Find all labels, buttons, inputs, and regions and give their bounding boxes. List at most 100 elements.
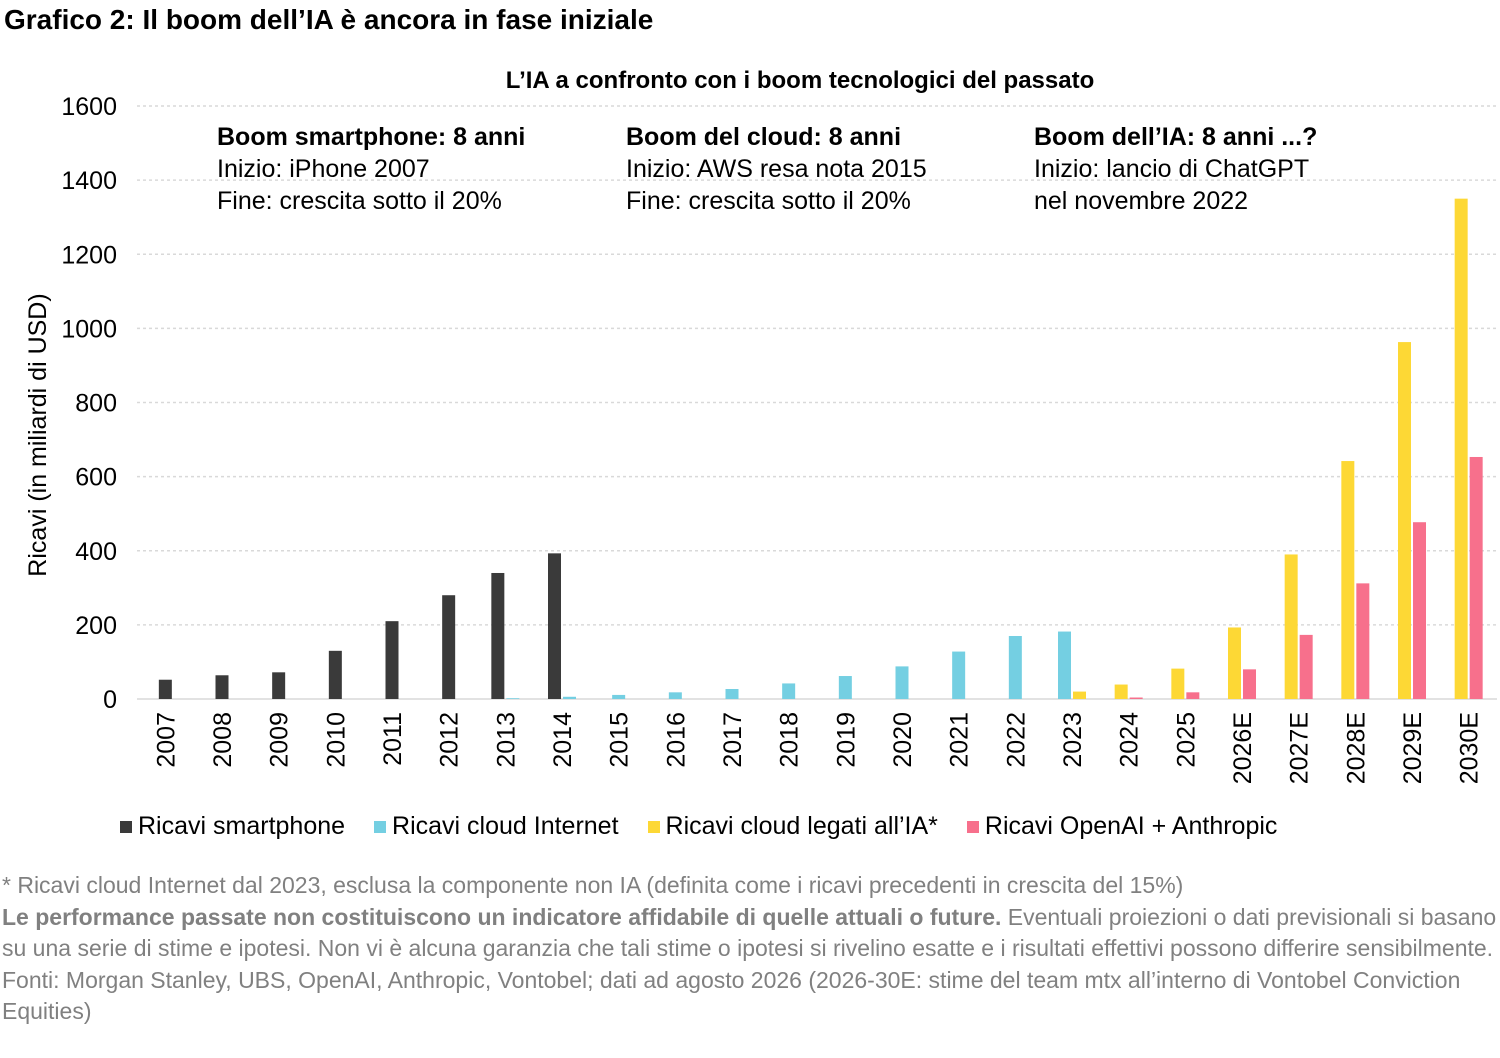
disclaimer-bold: Le performance passate non costituiscono… <box>2 903 1002 930</box>
bar <box>506 698 520 699</box>
x-tick-label: 2030E <box>1456 712 1484 784</box>
x-tick-label: 2027E <box>1286 712 1314 784</box>
y-tick-label: 0 <box>103 686 117 714</box>
x-tick-label: 2026E <box>1229 712 1257 784</box>
bar-chart: L’IA a confronto con i boom tecnologici … <box>24 67 1497 784</box>
x-tick-label: 2024 <box>1116 712 1144 768</box>
bar <box>1171 668 1185 699</box>
x-tick-label: 2019 <box>832 712 860 768</box>
bar <box>1186 692 1200 699</box>
annotation-cloud-boom: Boom del cloud: 8 anni Inizio: AWS resa … <box>626 121 927 217</box>
x-tick-label: 2014 <box>549 712 577 768</box>
x-tick-label: 2015 <box>606 712 634 768</box>
y-tick-label: 1600 <box>61 93 117 121</box>
bar <box>1228 627 1241 699</box>
annotation-line: Inizio: AWS resa nota 2015 <box>626 155 927 183</box>
bar <box>215 675 229 699</box>
x-tick-label: 2020 <box>889 712 917 768</box>
annotation-line: Inizio: lancio di ChatGPT <box>1034 155 1310 183</box>
bar <box>1341 461 1355 699</box>
chart-legend: Ricavi smartphone Ricavi cloud Internet … <box>120 812 1306 841</box>
bar <box>1129 697 1143 699</box>
x-tick-label: 2018 <box>776 712 804 768</box>
bar <box>1299 634 1313 699</box>
legend-item-cloud-internet: Ricavi cloud Internet <box>374 812 619 841</box>
bar <box>158 679 172 699</box>
asterisk-note: * Ricavi cloud Internet dal 2023, esclus… <box>2 872 1184 898</box>
legend-label: Ricavi OpenAI + Anthropic <box>984 812 1278 840</box>
y-axis-label: Ricavi (in miliardi di USD) <box>24 293 52 576</box>
y-tick-label: 800 <box>75 390 117 418</box>
page-title: Grafico 2: Il boom dell’IA è ancora in f… <box>4 4 654 35</box>
x-tick-label: 2025 <box>1172 712 1200 768</box>
x-tick-label: 2028E <box>1342 712 1370 784</box>
annotation-line: Fine: crescita sotto il 20% <box>626 187 911 215</box>
legend-swatch <box>647 820 660 833</box>
bar <box>1469 456 1483 699</box>
bar <box>725 688 739 699</box>
bar <box>1008 635 1022 699</box>
x-tick-label: 2029E <box>1399 712 1427 784</box>
legend-swatch <box>120 820 132 833</box>
x-tick-label: 2010 <box>322 712 350 768</box>
sources-note: Fonti: Morgan Stanley, UBS, OpenAI, Anth… <box>2 966 1461 1025</box>
x-tick-label: 2011 <box>379 712 407 766</box>
bar <box>612 694 626 699</box>
legend-item-ai-cloud: Ricavi cloud legati all’IA* <box>647 812 938 841</box>
bar <box>952 651 966 699</box>
bar <box>1398 342 1411 699</box>
bar <box>1243 669 1256 699</box>
bar <box>1058 631 1071 699</box>
legend-label: Ricavi cloud legati all’IA* <box>665 812 938 840</box>
y-tick-label: 1200 <box>61 241 117 269</box>
bar <box>1284 554 1298 699</box>
x-tick-label: 2023 <box>1059 712 1087 768</box>
bar <box>782 683 796 699</box>
x-tick-label: 2016 <box>662 712 690 768</box>
y-tick-label: 200 <box>75 612 117 640</box>
bar <box>328 650 342 699</box>
annotation-ai-boom: Boom dell’IA: 8 anni ...? Inizio: lancio… <box>1034 121 1317 217</box>
annotation-line: Inizio: iPhone 2007 <box>217 155 430 183</box>
disclaimer: Le performance passate non costituiscono… <box>2 902 1498 965</box>
chart-title: L’IA a confronto con i boom tecnologici … <box>506 67 1095 94</box>
y-tick-label: 1400 <box>61 167 117 195</box>
annotation-line: nel novembre 2022 <box>1034 187 1249 215</box>
y-tick-label: 400 <box>75 538 117 566</box>
x-tick-label: 2009 <box>266 712 294 768</box>
legend-label: Ricavi smartphone <box>138 812 346 840</box>
legend-swatch <box>966 820 979 833</box>
bar <box>442 595 456 699</box>
bar <box>563 696 576 699</box>
annotation-heading: Boom del cloud: 8 anni <box>626 123 902 151</box>
x-tick-label: 2017 <box>719 712 747 768</box>
x-tick-label: 2012 <box>436 712 464 768</box>
legend-item-openai-anthropic: Ricavi OpenAI + Anthropic <box>966 812 1278 841</box>
bar <box>1356 583 1370 699</box>
bar <box>668 692 682 699</box>
x-tick-label: 2022 <box>1002 712 1030 768</box>
x-tick-label: 2008 <box>209 712 237 768</box>
bar <box>1413 522 1426 699</box>
annotation-heading: Boom dell’IA: 8 anni ...? <box>1034 123 1318 151</box>
bar <box>895 666 909 699</box>
bar <box>272 672 286 699</box>
bar <box>1073 691 1086 699</box>
annotation-heading: Boom smartphone: 8 anni <box>217 123 526 151</box>
x-tick-label: 2013 <box>492 712 520 768</box>
annotation-line: Fine: crescita sotto il 20% <box>217 187 502 215</box>
bar <box>548 553 561 699</box>
y-tick-label: 1000 <box>61 315 117 343</box>
legend-swatch <box>374 820 387 833</box>
footnotes: * Ricavi cloud Internet dal 2023, esclus… <box>2 870 1498 1028</box>
annotation-smartphone-boom: Boom smartphone: 8 anni Inizio: iPhone 2… <box>217 121 525 217</box>
disclaimer-text: Eventuali proiezioni o dati previsionali… <box>2 903 1497 962</box>
x-tick-label: 2021 <box>946 712 974 768</box>
bar <box>1454 198 1468 699</box>
bar <box>491 572 505 699</box>
bar <box>1114 684 1128 699</box>
y-tick-label: 600 <box>75 464 117 492</box>
x-tick-label: 2007 <box>152 712 180 768</box>
legend-label: Ricavi cloud Internet <box>392 812 619 840</box>
bar <box>838 676 852 699</box>
